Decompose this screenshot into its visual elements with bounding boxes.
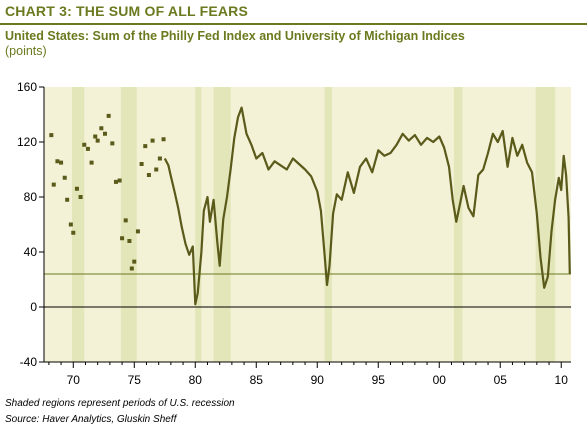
recession-band <box>195 87 202 362</box>
data-point <box>71 230 76 235</box>
series-line <box>163 106 571 306</box>
data-point <box>93 134 98 139</box>
chart-subtitle: United States: Sum of the Philly Fed Ind… <box>5 29 465 43</box>
footnote: Shaded regions represent periods of U.S.… <box>5 398 235 409</box>
data-point <box>143 144 148 149</box>
x-tick-label: 95 <box>372 373 386 387</box>
recession-band <box>120 87 137 362</box>
chart-title: CHART 3: THE SUM OF ALL FEARS <box>5 3 249 19</box>
data-point <box>51 182 56 187</box>
y-tick-label: 120 <box>17 135 37 149</box>
data-point <box>68 222 73 227</box>
data-point <box>150 138 155 143</box>
data-point <box>55 159 60 164</box>
data-point <box>132 259 137 264</box>
scatter-series <box>49 113 166 271</box>
recession-band <box>535 87 556 362</box>
x-tick-label: 75 <box>128 373 142 387</box>
data-point <box>85 146 90 151</box>
data-point <box>106 113 111 118</box>
data-point <box>62 175 67 180</box>
y-tick-label: 40 <box>24 245 38 259</box>
source-note: Source: Haver Analytics, Gluskin Sheff <box>5 414 177 425</box>
y-tick-label: 160 <box>17 80 37 94</box>
y-tick-label: 80 <box>24 190 38 204</box>
y-tick-label: -40 <box>20 355 38 369</box>
data-point <box>139 162 144 166</box>
data-point <box>82 142 87 147</box>
y-axis-units: (points) <box>5 44 47 58</box>
data-point <box>117 178 122 183</box>
y-tick-label: 0 <box>30 300 37 314</box>
data-point <box>154 167 159 172</box>
x-tick-label: 90 <box>311 373 325 387</box>
recession-band <box>72 87 85 362</box>
axes: -40 0 40 80 120 160 70 75 80 85 90 95 00 05 10 <box>17 80 571 387</box>
data-point <box>127 239 132 243</box>
data-point <box>102 131 107 136</box>
x-tick-label: 05 <box>494 373 508 387</box>
data-point <box>59 160 64 165</box>
line-series <box>163 106 571 306</box>
data-point <box>157 156 162 161</box>
x-tick-label: 00 <box>433 373 447 387</box>
data-point <box>65 197 70 202</box>
data-point <box>95 138 100 143</box>
data-point <box>120 236 125 241</box>
x-tick-label: 10 <box>555 373 569 387</box>
data-point <box>113 179 118 184</box>
recession-band <box>453 87 463 362</box>
data-point <box>74 186 79 191</box>
x-tick-label: 85 <box>250 373 264 387</box>
data-point <box>129 266 134 271</box>
recession-band <box>324 87 332 362</box>
data-point <box>123 218 128 223</box>
x-tick-label: 80 <box>189 373 203 387</box>
data-point <box>89 160 94 165</box>
data-point <box>110 141 115 146</box>
data-point <box>161 137 166 142</box>
reference-lines <box>44 273 571 308</box>
data-point <box>135 229 140 234</box>
x-tick-label: 70 <box>67 373 81 387</box>
data-point <box>49 133 54 138</box>
data-point <box>146 173 151 177</box>
title-rule <box>0 23 587 25</box>
data-point <box>78 195 83 199</box>
recession-bands <box>72 87 556 362</box>
data-point <box>99 126 104 131</box>
